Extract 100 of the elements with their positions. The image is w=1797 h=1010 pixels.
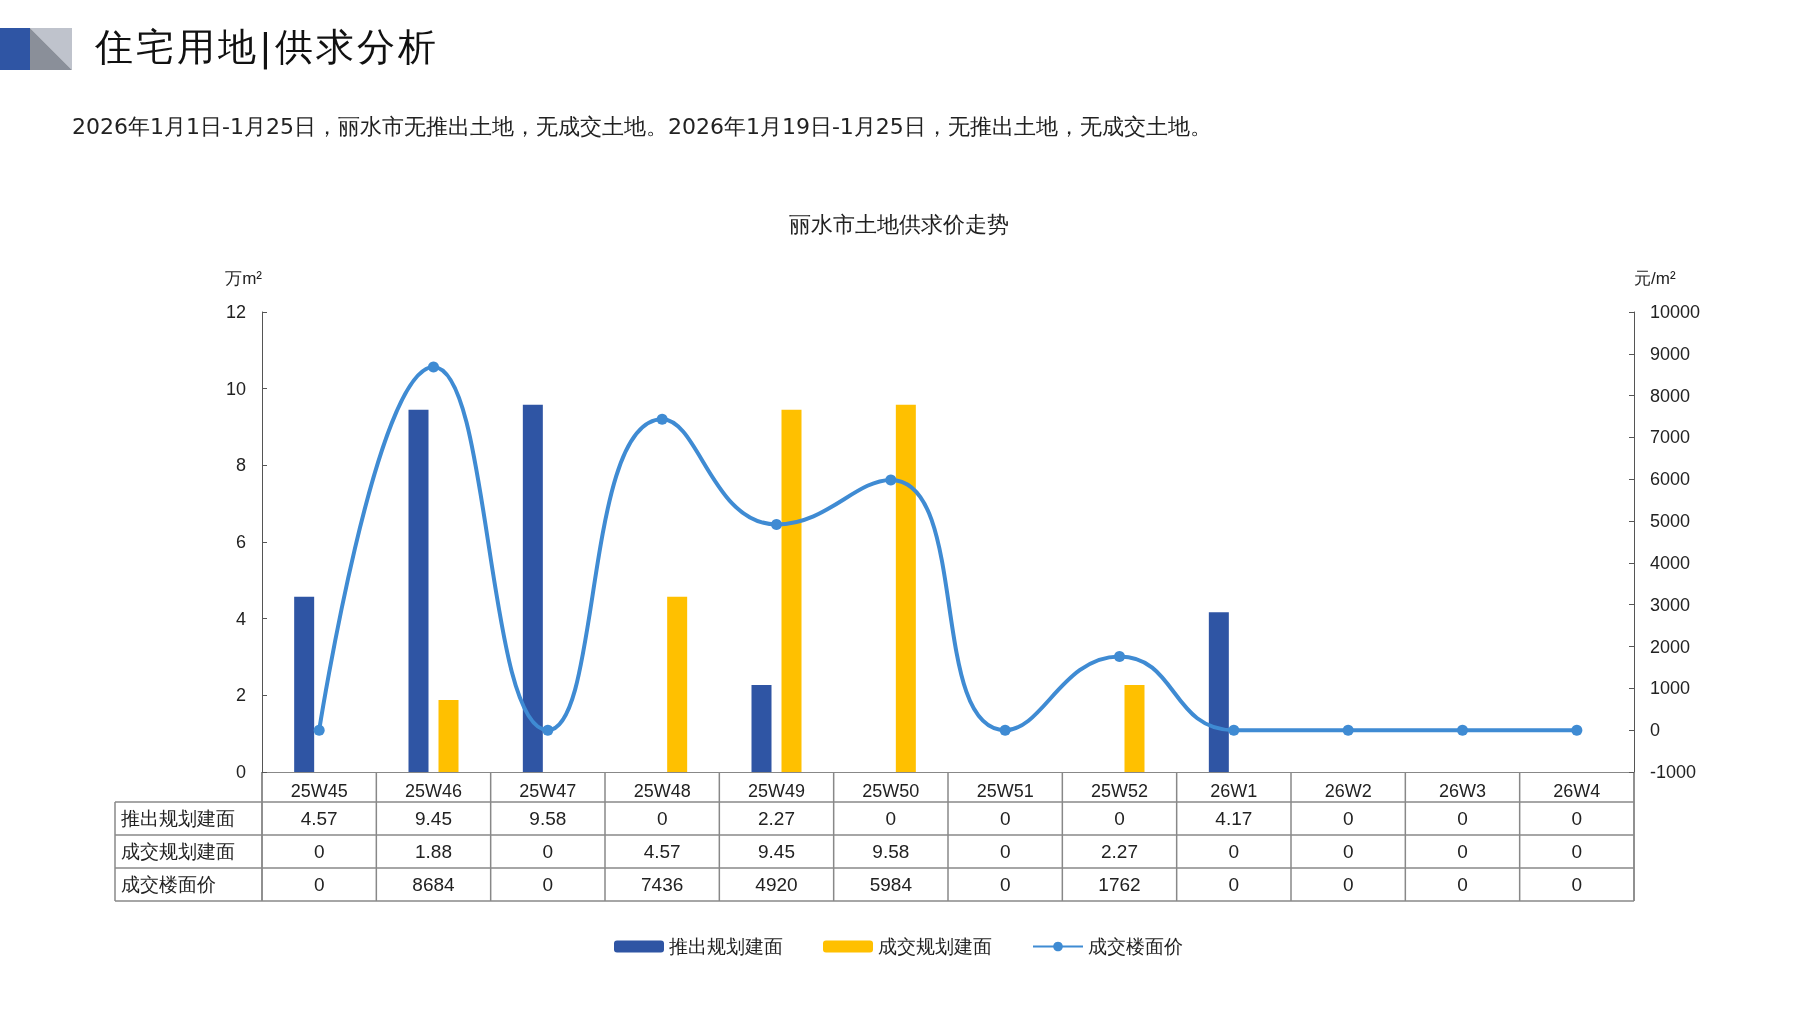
x-tick-label: 26W2	[1324, 781, 1372, 801]
y2-tick-label: 4000	[1650, 552, 1691, 573]
chart-title: 丽水市土地供求价走势	[788, 211, 1009, 237]
y-tick-label: 8	[235, 455, 246, 476]
x-tick-label: 25W50	[862, 781, 920, 801]
data-label: 0	[542, 874, 554, 895]
bar	[781, 409, 802, 772]
data-label: 1.88	[415, 841, 452, 862]
bar	[1208, 612, 1229, 772]
y-tick-label: 0	[235, 762, 246, 782]
bar	[408, 409, 429, 772]
x-tick-label: 25W51	[976, 781, 1034, 801]
x-tick-label: 26W4	[1553, 781, 1601, 801]
data-label: 2.27	[1101, 841, 1138, 862]
text: 2026年1月1日-1月25日，丽水市无推出土地，无成交土地。2026年1月19日-1月25日，无推出土地，无成交土地。	[72, 113, 1212, 141]
point	[1228, 724, 1240, 736]
point	[885, 474, 897, 486]
y-tick-label: 4	[235, 608, 246, 629]
legend-label: 推出规划建面	[669, 936, 783, 957]
data-label: 0	[313, 874, 325, 895]
x-tick-label: 25W52	[1090, 781, 1149, 801]
y2-tick-label: 0	[1650, 720, 1661, 741]
y2-axis-title: 元/m²	[1634, 269, 1676, 288]
legend-label: 成交楼面价	[1088, 936, 1183, 957]
point	[428, 361, 439, 373]
legend-label: 成交规划建面	[878, 936, 992, 957]
data-label: 0	[999, 841, 1011, 862]
data-label: 0	[542, 841, 554, 862]
data-label: 0	[885, 808, 897, 829]
y2-tick-label: 5000	[1650, 511, 1691, 532]
data-label: 0	[1228, 874, 1240, 895]
bar	[438, 699, 459, 772]
data-label: 0	[656, 808, 668, 829]
y2-tick-label: 10000	[1650, 302, 1701, 322]
y2-tick-label: -1000	[1650, 762, 1697, 782]
data-label: 0	[1342, 874, 1354, 895]
point	[656, 413, 668, 425]
data-label: 0	[1571, 874, 1583, 895]
text: 成交规划建面	[121, 841, 235, 862]
point	[771, 518, 782, 530]
data-label: 0	[1457, 874, 1468, 895]
y2-tick-label: 3000	[1650, 594, 1691, 615]
y2-tick-label: 2000	[1650, 636, 1691, 657]
point	[1571, 724, 1583, 736]
point	[313, 724, 325, 736]
x-tick-label: 25W46	[404, 781, 463, 801]
data-label: 0	[1228, 841, 1240, 862]
data-label: 2.27	[758, 808, 795, 829]
y-tick-label: 2	[235, 685, 246, 706]
x-tick-label: 25W48	[633, 781, 691, 801]
x-tick-label: 26W3	[1438, 781, 1487, 801]
bar	[751, 684, 772, 772]
bar	[667, 596, 688, 772]
y-tick-label: 10	[225, 378, 246, 399]
y2-tick-label: 9000	[1650, 343, 1691, 364]
data-label: 0	[999, 874, 1011, 895]
x-tick-label: 25W47	[519, 781, 577, 801]
data-label: 0	[1571, 808, 1583, 829]
point	[1457, 724, 1468, 736]
point	[1342, 724, 1354, 736]
data-label: 4.57	[300, 808, 338, 829]
text: 住宅用地|供求分析	[95, 24, 439, 72]
data-label: 0	[313, 841, 325, 862]
data-label: 0	[1457, 808, 1468, 829]
y2-tick-label: 1000	[1650, 678, 1691, 699]
y-tick-label: 12	[225, 302, 246, 322]
data-label: 8684	[412, 874, 456, 895]
y2-tick-label: 6000	[1650, 469, 1691, 490]
data-label: 0	[1342, 841, 1354, 862]
data-label: 9.45	[758, 841, 795, 862]
x-tick-label: 25W49	[747, 781, 806, 801]
data-label: 5984	[869, 874, 913, 895]
bar	[294, 596, 315, 772]
x-tick-label: 25W45	[290, 781, 348, 801]
data-label: 4.57	[643, 841, 681, 862]
data-label: 0	[1342, 808, 1354, 829]
text: 成交楼面价	[121, 874, 216, 895]
point	[1114, 651, 1125, 662]
data-label: 7436	[641, 874, 684, 895]
data-label: 4.17	[1215, 808, 1253, 829]
data-label: 1762	[1098, 874, 1141, 895]
text: 推出规划建面	[121, 808, 235, 829]
point	[542, 724, 554, 736]
y-tick-label: 6	[235, 532, 246, 552]
point	[999, 724, 1011, 736]
data-label: 0	[999, 808, 1011, 829]
bar	[895, 404, 916, 772]
x-tick-label: 26W1	[1210, 781, 1258, 801]
data-label: 4920	[755, 874, 798, 895]
data-label: 9.58	[872, 841, 910, 862]
data-label: 9.45	[415, 808, 452, 829]
data-label: 9.58	[529, 808, 567, 829]
bar	[522, 404, 543, 772]
y-axis-title: 万m²	[225, 269, 263, 288]
y2-tick-label: 8000	[1650, 385, 1691, 406]
data-label: 0	[1571, 841, 1583, 862]
data-label: 0	[1457, 841, 1468, 862]
data-label: 0	[1114, 808, 1125, 829]
bar	[1124, 684, 1145, 772]
y2-tick-label: 7000	[1650, 427, 1691, 448]
